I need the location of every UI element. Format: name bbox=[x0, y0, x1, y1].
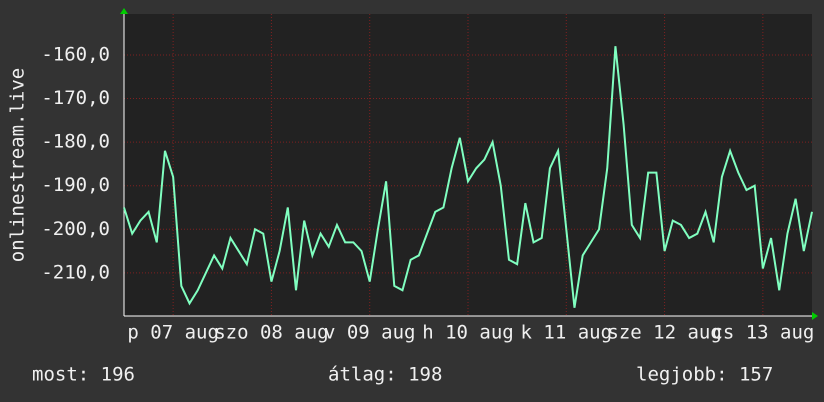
x-tick-label: h 10 aug bbox=[422, 322, 514, 344]
x-tick-label: szo 08 aug bbox=[214, 322, 328, 344]
y-axis-label: onlinestream.live bbox=[7, 68, 29, 262]
y-tick-label: -210,0 bbox=[41, 261, 110, 283]
x-tick-label: k 11 aug bbox=[521, 322, 613, 344]
x-tick-label: sze 12 aug bbox=[607, 322, 721, 344]
x-tick-label: cs 13 aug bbox=[711, 322, 814, 344]
footer-current: most: 196 bbox=[32, 364, 135, 386]
footer-average: átlag: 198 bbox=[328, 364, 442, 386]
y-tick-label: -190,0 bbox=[41, 174, 110, 196]
y-tick-label: -160,0 bbox=[41, 43, 110, 65]
x-tick-label: v 09 aug bbox=[324, 322, 416, 344]
y-tick-label: -170,0 bbox=[41, 87, 110, 109]
y-arrow bbox=[120, 8, 128, 14]
data-line bbox=[123, 46, 813, 308]
x-tick-label: p 07 aug bbox=[127, 322, 219, 344]
y-tick-label: -180,0 bbox=[41, 131, 110, 153]
y-tick-label: -200,0 bbox=[41, 218, 110, 240]
x-arrow bbox=[812, 312, 818, 320]
footer-best: legjobb: 157 bbox=[636, 364, 773, 386]
